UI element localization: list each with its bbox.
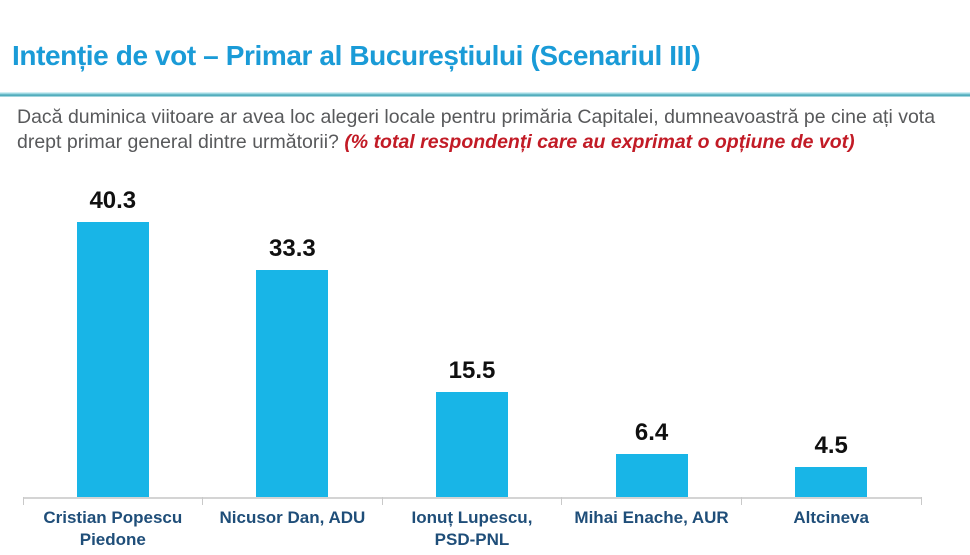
axis-tick <box>381 497 383 505</box>
axis-tick <box>22 497 24 505</box>
bar-chart: 40.3 33.3 15.5 6.4 4.5 Cristian Popescu Pied… <box>0 180 970 555</box>
bar-value-label: 15.5 <box>448 357 496 384</box>
bar-value-label: 4.5 <box>814 432 848 459</box>
survey-question-text: Dacă duminica viitoare ar avea loc alege… <box>17 106 936 153</box>
survey-question-note: (% total respondenți care au exprimat o … <box>344 131 855 153</box>
title-divider <box>0 92 970 97</box>
bar <box>256 270 329 498</box>
category-labels: Cristian Popescu Piedone Nicusor Dan, ADU… <box>23 507 921 551</box>
bar-column: 15.5 <box>382 180 562 498</box>
bar <box>795 467 868 498</box>
category-label: Nicusor Dan, ADU <box>219 508 366 527</box>
category-label: Altcineva <box>793 508 869 527</box>
bar-value-label: 40.3 <box>89 187 137 214</box>
category-label: Cristian Popescu Piedone <box>43 508 183 549</box>
bar-value-label: 33.3 <box>269 235 316 262</box>
bar <box>435 392 508 498</box>
category-label: Ionuț Lupescu, PSD-PNL <box>411 508 533 549</box>
x-axis-line <box>22 497 922 505</box>
page-title: Intenție de vot – Primar al Bucureștiulu… <box>12 40 701 71</box>
axis-tick <box>920 497 922 505</box>
axis-tick <box>202 497 204 505</box>
survey-question: Dacă duminica viitoare ar avea loc alege… <box>17 105 945 155</box>
bar <box>615 454 688 498</box>
bar-value-label: 6.4 <box>634 419 669 446</box>
bar <box>76 222 149 498</box>
bar-column: 33.3 <box>203 180 383 498</box>
axis-tick <box>561 497 563 505</box>
bar-column: 4.5 <box>741 180 921 498</box>
bar-column: 6.4 <box>562 180 742 498</box>
category-label: Mihai Enache, AUR <box>574 508 729 527</box>
bar-column: 40.3 <box>23 180 203 498</box>
axis-tick <box>740 497 742 505</box>
plot-area: 40.3 33.3 15.5 6.4 4.5 <box>23 180 921 498</box>
